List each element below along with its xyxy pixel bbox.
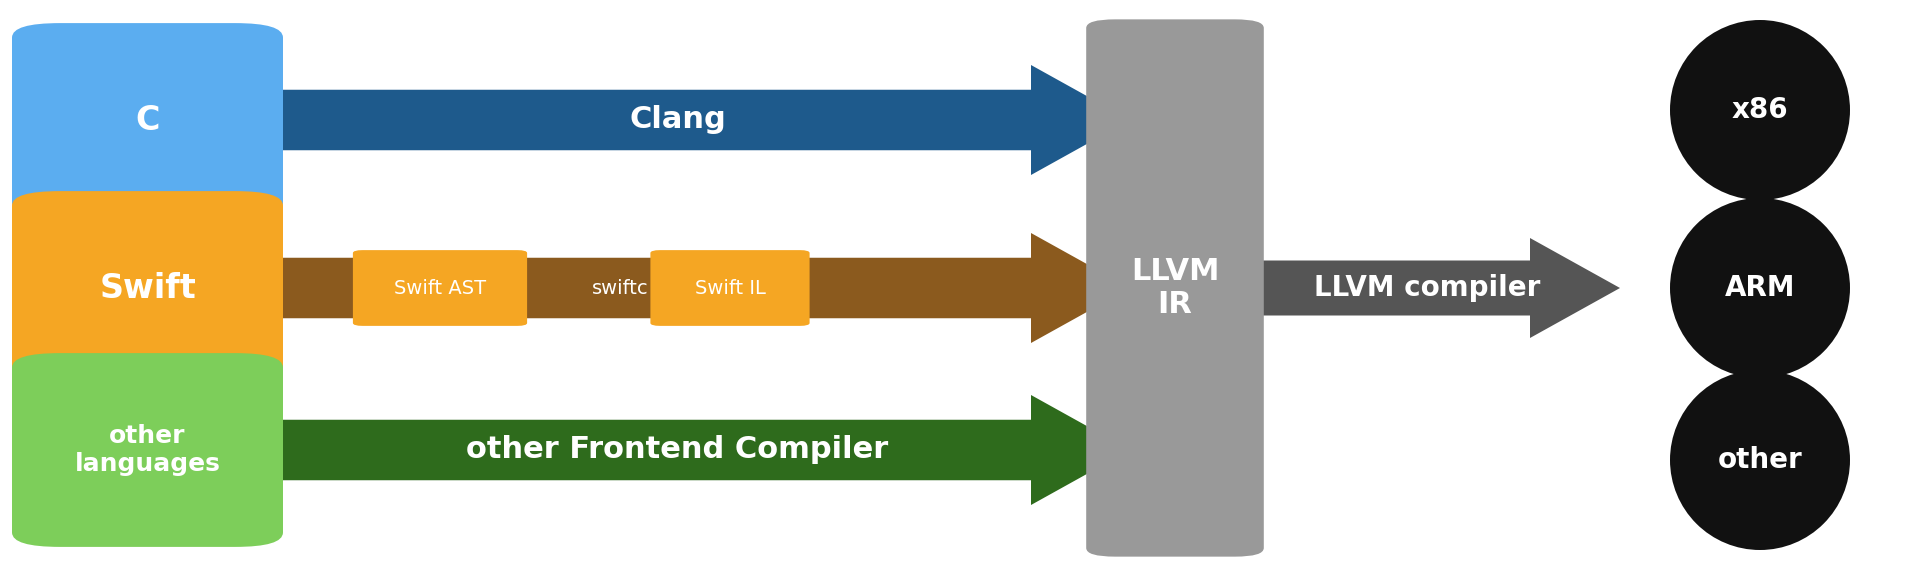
Text: LLVM
IR: LLVM IR (1131, 257, 1219, 319)
FancyBboxPatch shape (651, 250, 810, 326)
FancyBboxPatch shape (12, 23, 282, 217)
Text: swiftc: swiftc (591, 279, 649, 297)
FancyBboxPatch shape (12, 353, 282, 547)
FancyBboxPatch shape (12, 191, 282, 385)
Text: other
languages: other languages (75, 424, 221, 476)
Ellipse shape (1670, 20, 1851, 200)
Text: other Frontend Compiler: other Frontend Compiler (467, 435, 889, 464)
Text: Swift AST: Swift AST (394, 279, 486, 297)
Text: x86: x86 (1732, 96, 1788, 124)
Polygon shape (225, 395, 1131, 505)
Text: C: C (134, 104, 159, 137)
Polygon shape (1235, 238, 1620, 338)
Text: Clang: Clang (630, 105, 726, 135)
Ellipse shape (1670, 370, 1851, 550)
Text: Swift IL: Swift IL (695, 279, 766, 297)
FancyBboxPatch shape (1087, 20, 1263, 556)
Polygon shape (225, 233, 1131, 343)
Text: Swift: Swift (100, 271, 196, 305)
Polygon shape (225, 65, 1131, 175)
Text: ARM: ARM (1724, 274, 1795, 302)
Text: other: other (1718, 446, 1803, 474)
Text: LLVM compiler: LLVM compiler (1315, 274, 1540, 302)
FancyBboxPatch shape (353, 250, 528, 326)
Ellipse shape (1670, 198, 1851, 378)
